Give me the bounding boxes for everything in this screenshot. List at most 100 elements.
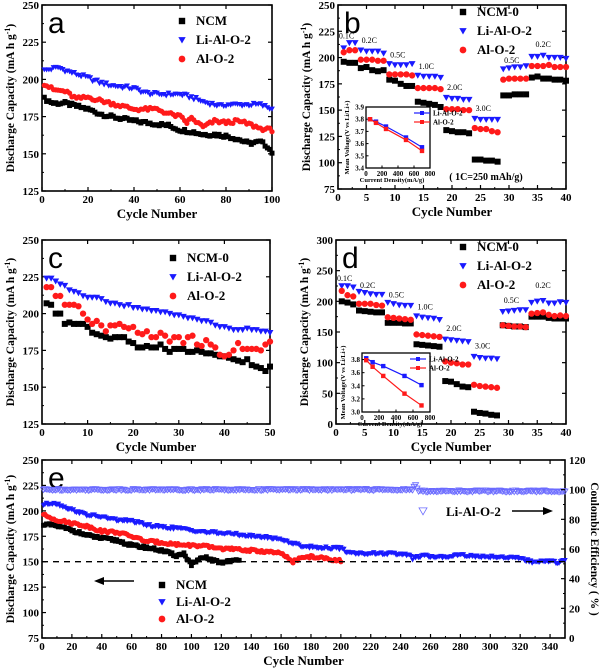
y-tick-label: 125: [23, 186, 40, 198]
data-point: [436, 343, 443, 350]
data-point: [517, 91, 524, 98]
x-tick-label: 40: [561, 427, 573, 439]
inset-data-point: [383, 126, 389, 132]
inset-data-point: [419, 148, 425, 154]
data-point: [522, 63, 530, 70]
data-point: [466, 130, 473, 137]
data-point: [374, 68, 381, 75]
inset-x-tick-label: 800: [425, 414, 436, 422]
data-point: [494, 129, 501, 136]
x-tick-label: 260: [422, 641, 439, 653]
data-point: [317, 487, 326, 495]
data-point: [150, 486, 158, 493]
data-point: [189, 348, 196, 355]
x-axis-label: Cycle Number: [412, 204, 493, 219]
legend-marker: [169, 292, 177, 300]
data-point: [431, 101, 438, 108]
data-point: [162, 345, 169, 352]
data-point: [48, 301, 55, 308]
data-point: [442, 94, 450, 101]
data-point: [182, 126, 188, 132]
data-point: [516, 488, 524, 495]
rate-label: 1.0C: [419, 62, 434, 71]
x-axis-label: Cycle Number: [117, 206, 198, 221]
data-point: [166, 348, 173, 355]
data-point: [363, 48, 370, 55]
data-point: [350, 293, 357, 300]
data-point: [304, 486, 312, 494]
legend-marker: [418, 507, 428, 516]
legend-marker: [169, 254, 177, 262]
inset-data-point: [402, 373, 407, 379]
data-point: [395, 302, 403, 309]
data-point: [407, 320, 414, 327]
data-point: [169, 550, 175, 556]
data-point: [562, 63, 570, 71]
data-point: [499, 309, 507, 316]
data-point: [66, 301, 73, 308]
inset-legend-marker: [416, 366, 420, 370]
y-axis-label-superscript: -1: [3, 28, 12, 35]
x-tick-label: 40: [96, 641, 108, 653]
data-point: [411, 482, 420, 489]
data-point: [384, 314, 391, 321]
legend-label: NCM: [176, 577, 207, 592]
data-point: [442, 358, 449, 365]
data-point: [55, 501, 62, 507]
data-point: [101, 486, 109, 494]
data-point: [464, 489, 472, 496]
data-point: [494, 158, 501, 165]
y-tick-label: 50: [322, 388, 334, 400]
x-tick-label: 100: [183, 641, 200, 653]
panel-e-long-cycling-chart: 0 20 40 60 80 100 120 140 160 180 200 220 240 260 280 3…: [3, 455, 600, 668]
x-tick-label: 80: [156, 641, 168, 653]
panel-letter: b: [344, 7, 361, 40]
inset-frame: [365, 106, 431, 169]
data-point: [384, 299, 392, 306]
x-tick-label: 60: [175, 194, 187, 206]
inset-data-point: [364, 358, 369, 363]
data-point: [70, 320, 77, 327]
data-point: [257, 365, 264, 372]
data-point: [181, 550, 187, 556]
y2-tick-label: 0: [569, 633, 575, 645]
data-point: [70, 507, 77, 513]
x-tick-label: 30: [504, 192, 516, 204]
data-point: [534, 309, 541, 317]
data-point: [418, 314, 426, 321]
data-point: [379, 309, 385, 316]
data-point: [407, 316, 414, 323]
data-point: [184, 315, 192, 322]
y-tick-label: 225: [23, 480, 40, 492]
data-point: [380, 67, 387, 74]
y-axis-label: Discharge Capacity (mA h g-1): [3, 24, 17, 173]
y2-axis-label: Coulombic Efficiency ( % ): [588, 482, 600, 616]
data-point: [384, 319, 391, 326]
y-axis-label: Discharge Capacity (mA h g-1): [3, 258, 17, 407]
data-point: [408, 61, 416, 68]
data-point: [98, 79, 105, 85]
data-point: [203, 350, 210, 357]
data-point: [431, 84, 439, 92]
data-point: [517, 75, 524, 82]
data-point: [459, 361, 466, 368]
legend-label: Li-Al-O-2: [477, 23, 532, 38]
data-point: [368, 48, 376, 55]
x-tick-label: 0: [333, 427, 339, 439]
data-point: [505, 308, 512, 315]
legend: NCM-0 Li-Al-O-2 Al-O-2: [169, 250, 242, 303]
legend-capacity: NCM Li-Al-O-2 Al-O-2: [158, 577, 231, 626]
inset-data-point: [403, 135, 409, 140]
data-point: [465, 384, 472, 391]
data-point: [556, 299, 564, 306]
data-point: [344, 283, 351, 290]
data-point: [437, 85, 444, 93]
data-point: [487, 355, 495, 362]
rate-label: 0.2C: [535, 281, 550, 290]
data-point: [341, 546, 347, 552]
data-point: [539, 298, 547, 305]
x-tick-label: 100: [264, 194, 281, 206]
data-point: [367, 291, 374, 298]
data-point: [505, 322, 512, 330]
